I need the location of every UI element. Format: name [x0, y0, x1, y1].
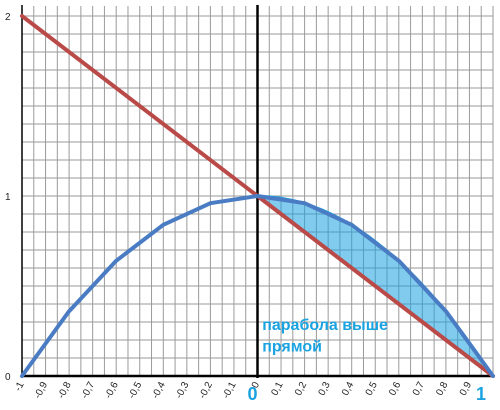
y-ticks: 0 1 2: [5, 12, 11, 383]
x-tick-label: 0,4: [340, 380, 356, 398]
x-tick-label: -0,6: [103, 380, 121, 401]
x-tick-label: 0,3: [317, 380, 333, 398]
y-tick-label: 0: [5, 372, 11, 383]
x-tick-label: -0,2: [197, 380, 215, 401]
x-tick-label: -0,9: [32, 380, 50, 401]
x-tick-label: 0,6: [387, 380, 403, 398]
right-bound-label: 1: [476, 384, 486, 404]
y-tick-label: 2: [5, 12, 11, 23]
parabola-series: [20, 194, 495, 378]
x-tick-label: -0,5: [127, 380, 145, 401]
x-tick-label: 0,2: [293, 380, 309, 398]
x-tick-label: 0,1: [269, 380, 285, 398]
x-tick-label: -0,8: [56, 380, 74, 401]
x-tick-label: 0,5: [364, 380, 380, 398]
left-bound-label: 0: [248, 384, 258, 404]
x-tick-label: 0,8: [434, 380, 450, 398]
annotation-line: прямой: [262, 339, 322, 356]
y-tick-label: 1: [5, 192, 11, 203]
x-tick-label: 0: [250, 380, 263, 390]
x-tick-label: -0,7: [79, 380, 97, 401]
x-tick-label: -0,4: [150, 380, 168, 401]
annotation-parabola-above: парабола выше: [262, 317, 388, 334]
x-tick-label: -1: [13, 380, 27, 393]
x-tick-label: -0,3: [174, 380, 192, 401]
x-tick-label: -0,1: [221, 380, 239, 401]
x-tick-label: 0,9: [458, 380, 474, 398]
series-group: [20, 14, 495, 378]
x-ticks: -1 -0,9 -0,8 -0,7 -0,6 -0,5 -0,4 -0,3 -0,2 -0,1 0 0…: [13, 380, 475, 401]
x-tick-label: 0,7: [411, 380, 427, 398]
